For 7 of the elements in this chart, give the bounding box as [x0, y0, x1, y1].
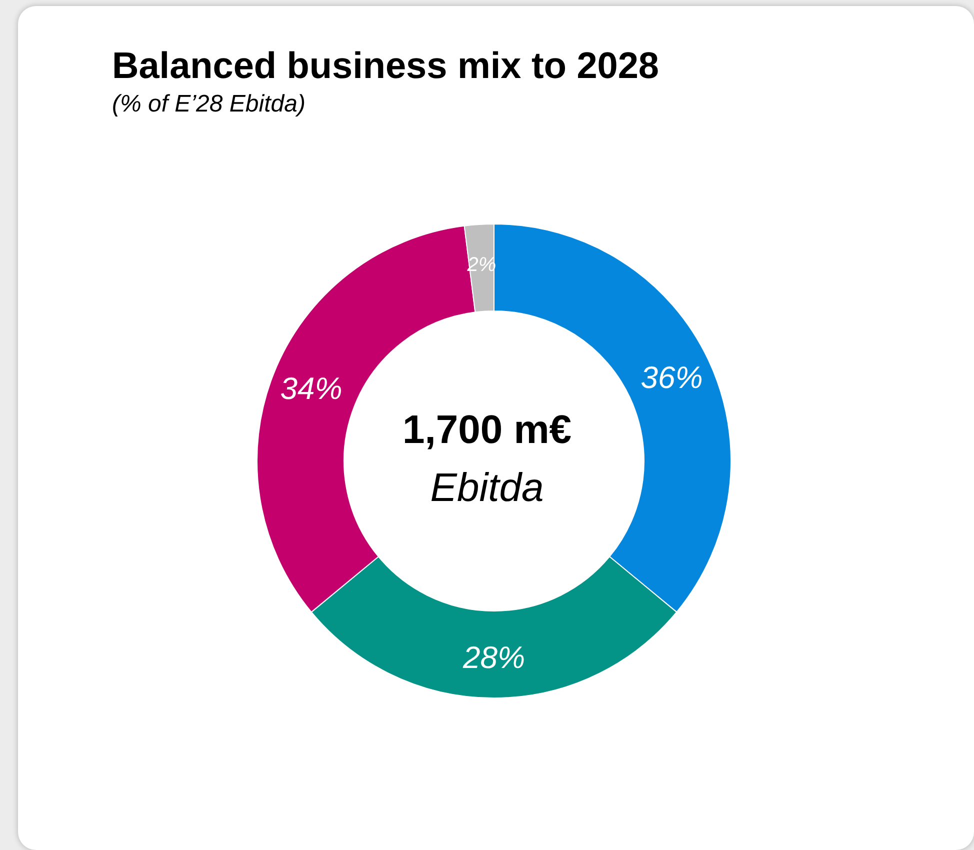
text: Ebitda: [430, 466, 544, 510]
chart-title: Balanced business mix to 2028: [112, 45, 660, 86]
text: 1,700 m€: [402, 408, 572, 452]
data-label: 28%: [462, 640, 526, 675]
chart-subtitle: (% of E’28 Ebitda): [112, 90, 306, 118]
data-label: 34%: [280, 371, 342, 406]
data-label: 36%: [640, 360, 703, 395]
